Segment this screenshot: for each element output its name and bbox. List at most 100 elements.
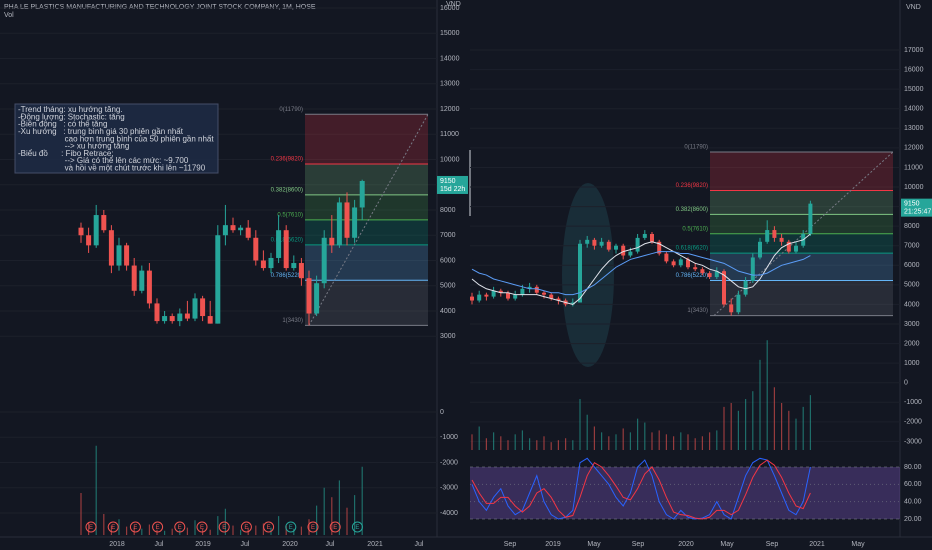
- unit-label: VND: [906, 4, 921, 11]
- candle-body: [116, 245, 122, 266]
- earnings-label: E: [111, 525, 115, 531]
- candle-body: [238, 227, 244, 231]
- candle-body: [707, 273, 712, 278]
- volume-bar: [478, 426, 480, 450]
- trend-line: [308, 114, 429, 326]
- volume-bar: [217, 516, 219, 535]
- volume-bar: [730, 402, 732, 450]
- earnings-marker: [218, 521, 230, 533]
- y-tick-label: -3000: [904, 438, 922, 445]
- candle-body: [329, 237, 335, 246]
- y-tick-label: 6000: [440, 257, 456, 264]
- volume-bar: [331, 497, 333, 535]
- volume-bar: [346, 507, 348, 535]
- volume-bar: [802, 406, 804, 450]
- earnings-label: E: [222, 525, 226, 531]
- volume-bar: [308, 519, 310, 535]
- earnings-label: E: [267, 525, 271, 531]
- volume-bar: [752, 391, 754, 450]
- price-tag-label: 9150: [904, 200, 920, 207]
- stoch-tick-label: 60.00: [904, 481, 922, 488]
- volume-bar: [701, 436, 703, 450]
- moving-average: [471, 233, 811, 305]
- fib-label: 0.382(8600): [676, 207, 708, 213]
- volume-bar: [651, 432, 653, 450]
- candle-body: [542, 292, 546, 295]
- fib-label: 1(3430): [687, 308, 708, 314]
- annotation-line: --> Giá có thể lên các mức: ~9.700: [18, 156, 189, 165]
- candle-body: [614, 245, 618, 250]
- candle-body: [306, 278, 312, 314]
- candle-body: [506, 292, 510, 299]
- y-tick-label: 0: [440, 409, 444, 416]
- candle-body: [86, 235, 92, 246]
- candle-body: [657, 241, 662, 254]
- volume-bar: [338, 480, 340, 535]
- fib-label: 0.786(5220): [676, 273, 708, 279]
- volume-bar: [232, 525, 234, 535]
- y-tick-label: 3000: [440, 333, 456, 340]
- volume-bar: [148, 524, 150, 535]
- annotation-line: và hồi về một chút trước khi lên ~11790: [18, 164, 206, 173]
- price-tag: [437, 175, 468, 194]
- moving-average: [471, 251, 811, 296]
- volume-bar: [95, 445, 97, 535]
- candle-body: [146, 270, 152, 304]
- volume-bar: [507, 440, 509, 450]
- candle-body: [779, 237, 784, 242]
- candle-body: [678, 259, 683, 266]
- earnings-marker: [85, 521, 97, 533]
- candle-body: [169, 316, 175, 322]
- candle-body: [477, 294, 482, 301]
- candle-body: [245, 227, 251, 238]
- earnings-label: E: [178, 525, 182, 531]
- candle-body: [101, 215, 107, 231]
- annotation-box: [14, 103, 219, 174]
- countdown-label: 21:25:47: [904, 208, 931, 215]
- earnings-label: E: [289, 525, 293, 531]
- volume-bar: [788, 410, 790, 450]
- volume-bar: [141, 528, 143, 535]
- volume-bar: [521, 430, 523, 450]
- y-tick-label: 5000: [904, 282, 920, 289]
- y-tick-label: 10000: [904, 184, 924, 191]
- volume-bar: [716, 430, 718, 450]
- volume-bar: [354, 495, 356, 535]
- volume-bar: [773, 387, 775, 450]
- volume-bar: [723, 406, 725, 450]
- candle-body: [131, 265, 137, 291]
- volume-bar: [255, 525, 257, 535]
- candle-body: [268, 257, 274, 269]
- volume-bar: [644, 422, 646, 450]
- volume-bar: [665, 434, 667, 450]
- candle-body: [260, 260, 266, 269]
- y-tick-label: 3000: [904, 321, 920, 328]
- volume-bar: [766, 340, 768, 450]
- x-tick-label: Jul: [241, 541, 250, 548]
- fib-band: [305, 280, 428, 326]
- candle-body: [162, 316, 168, 322]
- y-tick-label: -1000: [904, 399, 922, 406]
- candle-body: [794, 245, 798, 252]
- candle-body: [222, 225, 228, 236]
- earnings-marker: [129, 521, 141, 533]
- candle-body: [207, 316, 213, 324]
- volume-bar: [593, 426, 595, 450]
- volume-bar: [361, 466, 363, 535]
- y-tick-label: 12000: [440, 106, 460, 113]
- candle-body: [321, 237, 327, 284]
- candle-body: [635, 237, 640, 252]
- candle-body: [664, 253, 669, 262]
- candle-body: [276, 230, 282, 258]
- earnings-label: E: [133, 525, 137, 531]
- y-tick-label: 14000: [440, 55, 460, 62]
- volume-bar: [579, 399, 581, 450]
- y-tick-label: 1000: [904, 360, 920, 367]
- fib-label: 0(11790): [279, 107, 303, 113]
- volume-bar: [300, 526, 302, 535]
- y-tick-label: -4000: [440, 510, 458, 517]
- fib-band: [710, 214, 893, 234]
- candle-body: [693, 267, 698, 270]
- volume-bar: [658, 430, 660, 450]
